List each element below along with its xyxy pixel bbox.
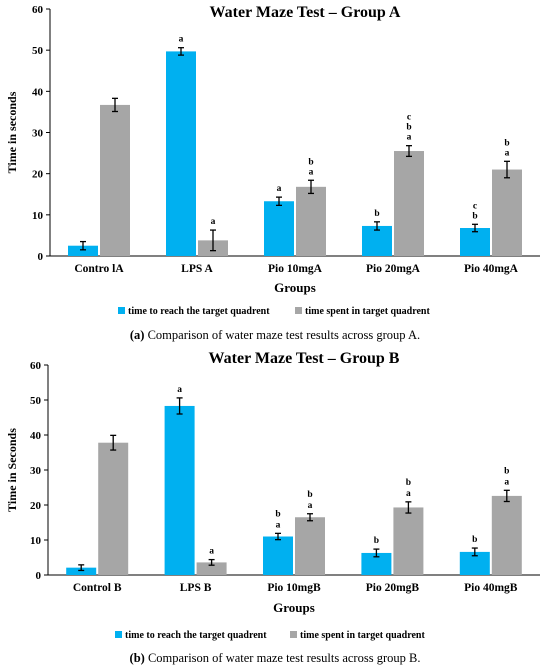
bar-time-spent	[196, 562, 227, 575]
significance-letter: a	[276, 520, 281, 530]
legend-swatch-time-spent	[295, 307, 302, 314]
significance-letter: a	[179, 35, 184, 45]
bar-time-to-reach	[361, 552, 392, 575]
legend-entry-time-to-reach: time to reach the target quadrent	[125, 630, 267, 641]
legend-swatch-time-spent	[290, 631, 297, 638]
bar-time-spent	[98, 442, 129, 575]
bar-time-to-reach	[263, 536, 293, 575]
chart-panel-b: Water Maze Test – Group B Time in Seconds…	[0, 348, 550, 650]
x-tick-label: Pio 20mgB	[366, 582, 420, 594]
chart-b: Water Maze Test – Group B Time in Seconds…	[5, 350, 540, 641]
y-axis-label: Time in Seconds	[5, 428, 19, 512]
y-tick-label: 20	[30, 500, 42, 512]
significance-letter: b	[374, 209, 379, 219]
chart-a: Water Maze Test – Group A Time in seconds…	[5, 4, 540, 317]
y-tick-label: 0	[36, 570, 42, 582]
chart-panel-a: Water Maze Test – Group A Time in seconds…	[0, 0, 550, 320]
significance-letter: a	[177, 385, 182, 395]
y-tick-label: 20	[32, 169, 44, 181]
y-tick-label: 10	[32, 210, 44, 222]
significance-letter: a	[308, 501, 313, 511]
y-tick-label: 30	[32, 128, 44, 140]
significance-letter: a	[505, 148, 510, 158]
x-tick-label: Control B	[73, 582, 122, 594]
bar-time-to-reach	[460, 228, 490, 256]
caption-b-label: (b)	[129, 651, 145, 665]
x-axis-label: Groups	[273, 600, 315, 615]
x-tick-label: Pio 40mgB	[464, 582, 518, 594]
bar-time-spent	[492, 169, 522, 256]
significance-letter: a	[277, 184, 282, 194]
legend-entry-time-to-reach: time to reach the target quadrent	[128, 306, 270, 317]
caption-a-label: (a)	[129, 328, 145, 342]
significance-letter: a	[407, 133, 412, 143]
y-tick-label: 10	[30, 535, 42, 547]
bar-time-to-reach	[264, 201, 294, 256]
bar-time-spent	[100, 104, 130, 256]
x-tick-label: Pio 10mgB	[267, 582, 321, 594]
significance-letter: a	[209, 547, 214, 557]
y-tick-label: 40	[32, 86, 44, 98]
significance-letter: c	[473, 201, 477, 211]
significance-letter: b	[472, 211, 477, 221]
y-axis-label: Time in seconds	[5, 91, 19, 173]
y-tick-label: 60	[30, 360, 42, 372]
y-tick-label: 60	[32, 4, 44, 16]
y-tick-label: 40	[30, 430, 42, 442]
bar-time-to-reach	[459, 551, 490, 575]
x-tick-label: Contro lA	[74, 263, 124, 275]
significance-letter: c	[407, 113, 411, 123]
bar-time-to-reach	[362, 225, 392, 256]
y-tick-label: 50	[30, 395, 42, 407]
caption-b-text: Comparison of water maze test results ac…	[144, 651, 421, 665]
bar-time-to-reach	[68, 245, 98, 256]
legend-swatch-time-to-reach	[115, 631, 122, 638]
chart-title: Water Maze Test – Group A	[210, 4, 401, 21]
caption-a-text: Comparison of water maze test results ac…	[144, 328, 421, 342]
bar-time-spent	[394, 151, 424, 256]
bar-time-spent	[491, 495, 522, 575]
significance-letter: b	[308, 157, 313, 167]
x-tick-label: LPS B	[180, 582, 212, 594]
bar-time-spent	[295, 517, 325, 575]
significance-letter: a	[309, 167, 314, 177]
bar-time-spent	[393, 507, 424, 575]
y-tick-label: 30	[30, 465, 42, 477]
x-axis-label: Groups	[274, 280, 316, 295]
x-tick-label: LPS A	[181, 263, 213, 275]
x-tick-label: Pio 20mgA	[366, 263, 421, 275]
bar-time-to-reach	[166, 51, 196, 256]
significance-letter: b	[406, 478, 411, 488]
significance-letter: b	[504, 466, 509, 476]
chart-title: Water Maze Test – Group B	[209, 350, 400, 367]
legend-swatch-time-to-reach	[118, 307, 125, 314]
significance-letter: a	[211, 217, 216, 227]
y-tick-label: 0	[38, 251, 44, 263]
bar-time-to-reach	[164, 405, 195, 575]
significance-letter: a	[504, 477, 509, 487]
significance-letter: b	[504, 138, 509, 148]
significance-letter: b	[472, 535, 477, 545]
significance-letter: b	[406, 123, 411, 133]
caption-a: (a) Comparison of water maze test result…	[0, 328, 550, 343]
significance-letter: b	[275, 509, 280, 519]
legend-entry-time-spent: time spent in target quadrent	[305, 306, 430, 317]
x-tick-label: Pio 40mgA	[464, 263, 519, 275]
significance-letter: b	[374, 536, 379, 546]
bar-time-spent	[296, 186, 326, 256]
significance-letter: b	[307, 490, 312, 500]
y-tick-label: 50	[32, 45, 44, 57]
legend-entry-time-spent: time spent in target quadrent	[300, 630, 425, 641]
caption-b: (b) Comparison of water maze test result…	[0, 651, 550, 666]
bar-time-to-reach	[66, 567, 97, 575]
x-tick-label: Pio 10mgA	[268, 263, 323, 275]
significance-letter: a	[406, 489, 411, 499]
